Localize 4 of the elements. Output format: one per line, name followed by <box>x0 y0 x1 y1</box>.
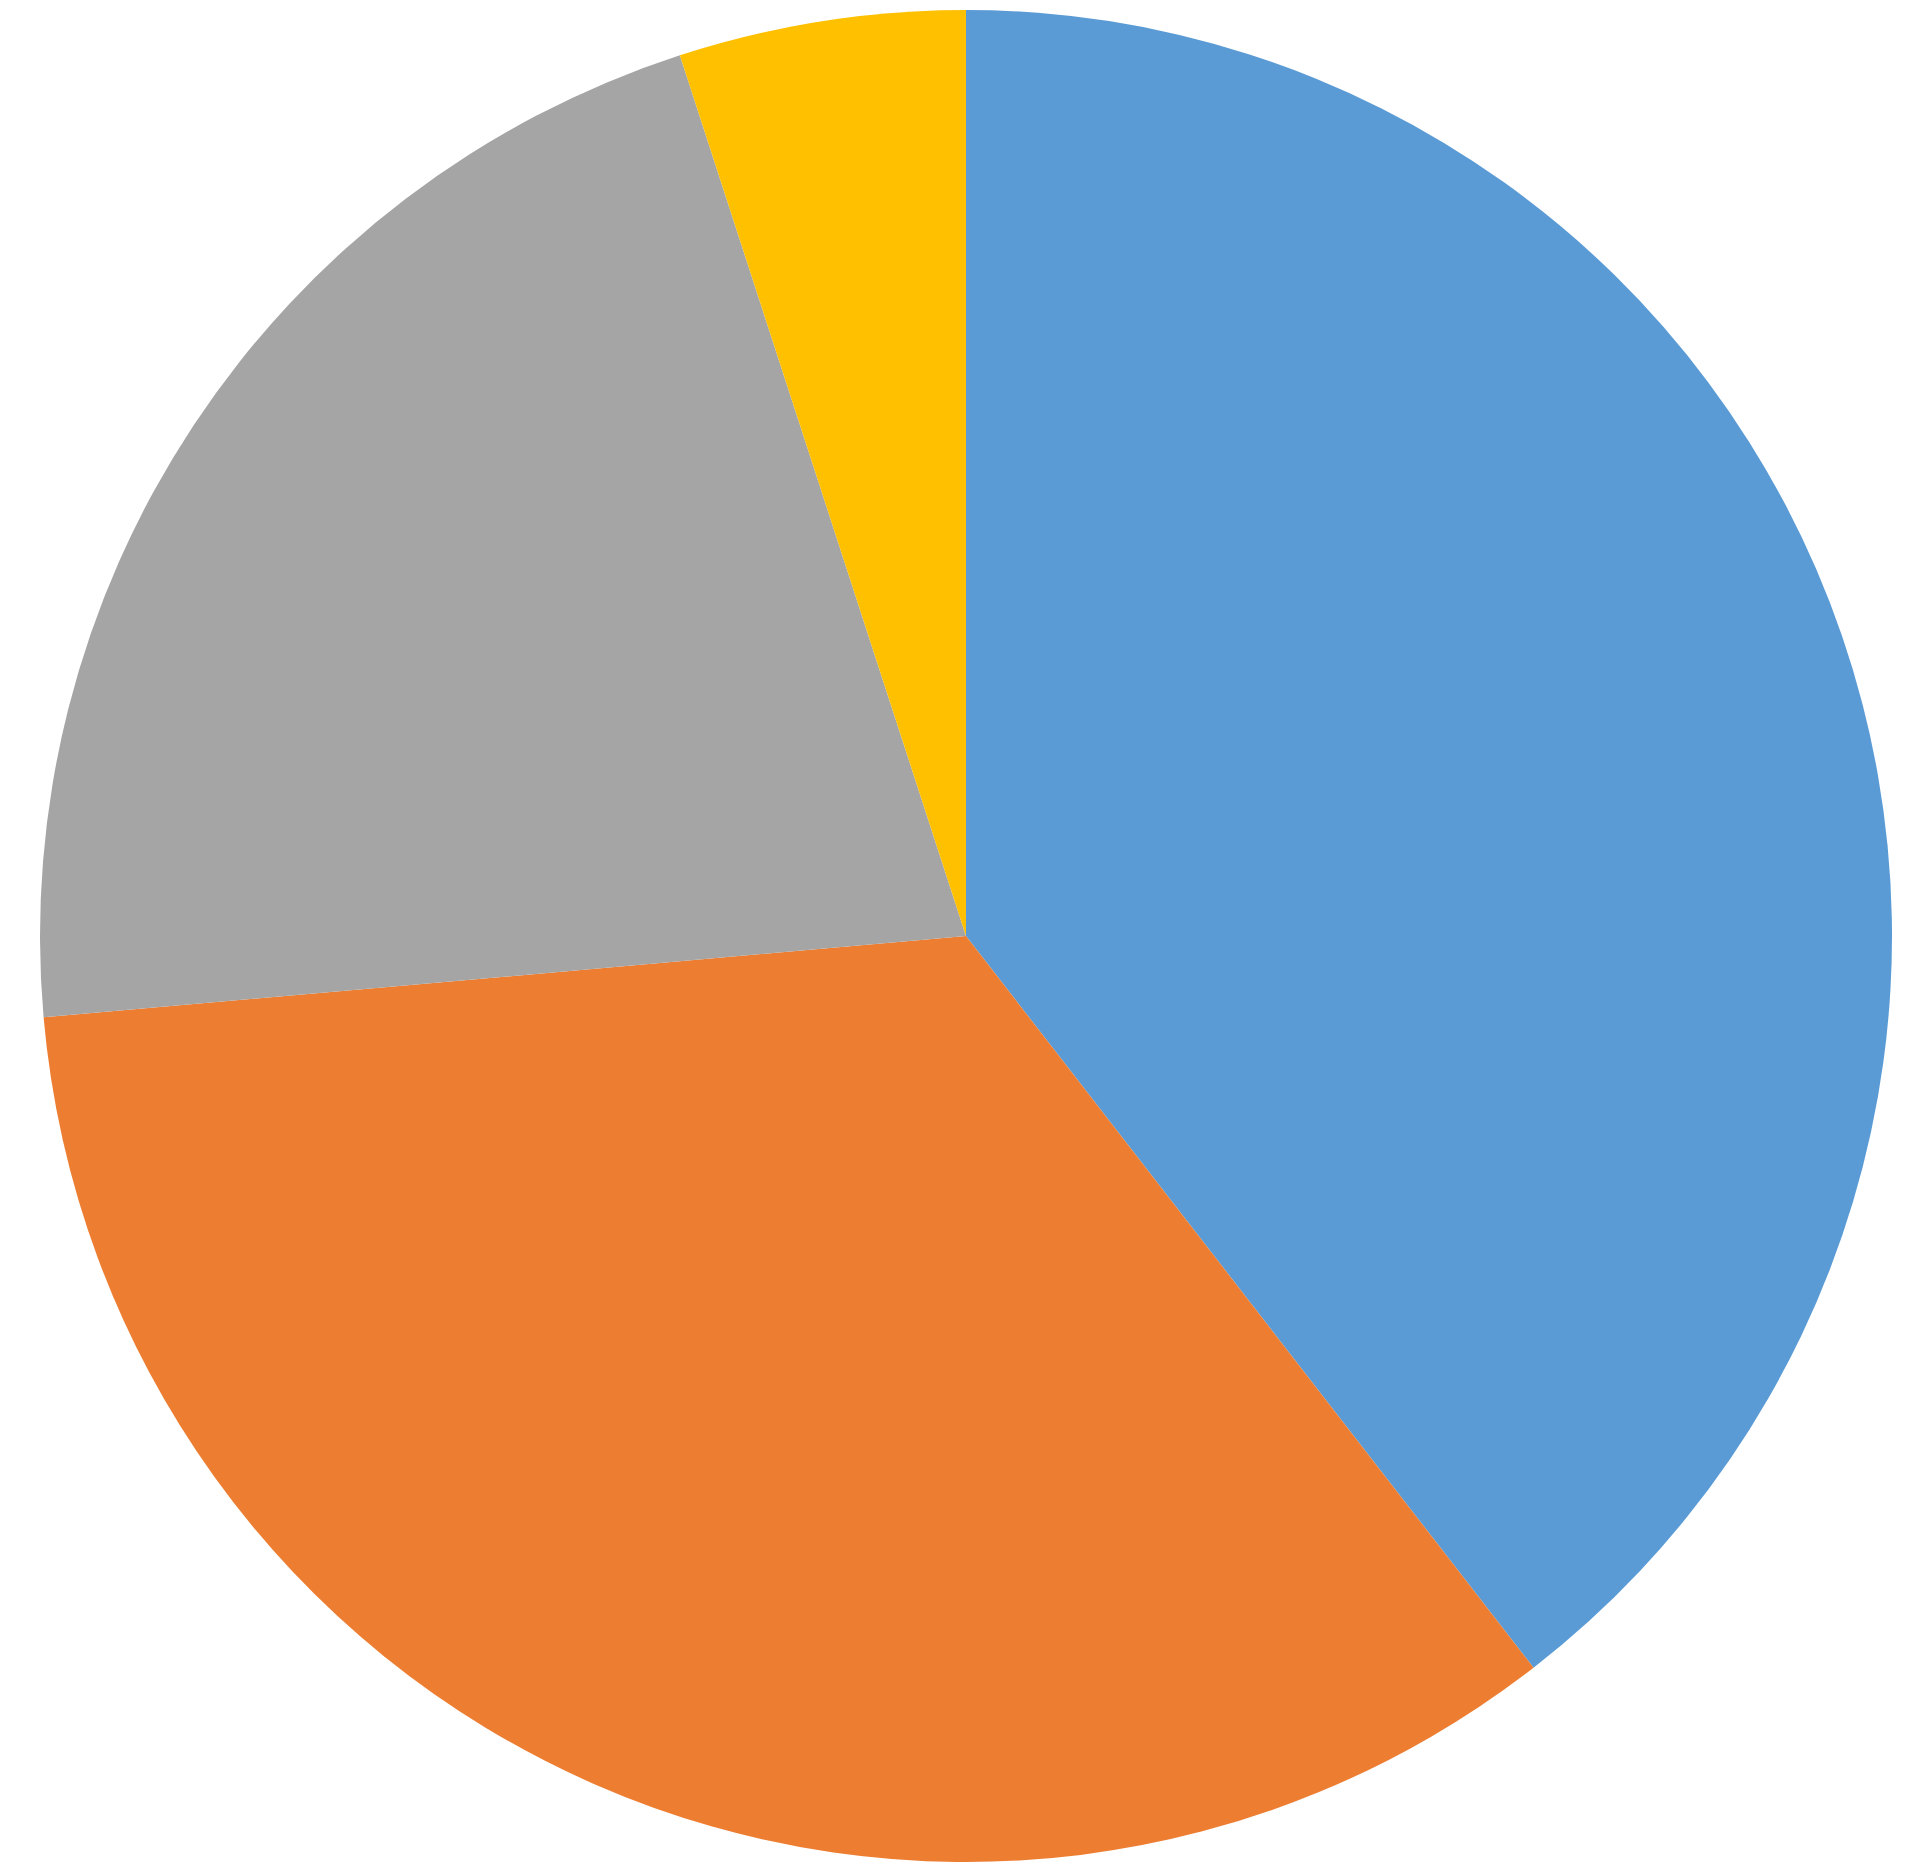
pie-slice <box>40 55 966 1018</box>
pie-slice <box>679 10 966 936</box>
pie-slice <box>43 936 1534 1862</box>
pie-slice <box>966 10 1892 1668</box>
